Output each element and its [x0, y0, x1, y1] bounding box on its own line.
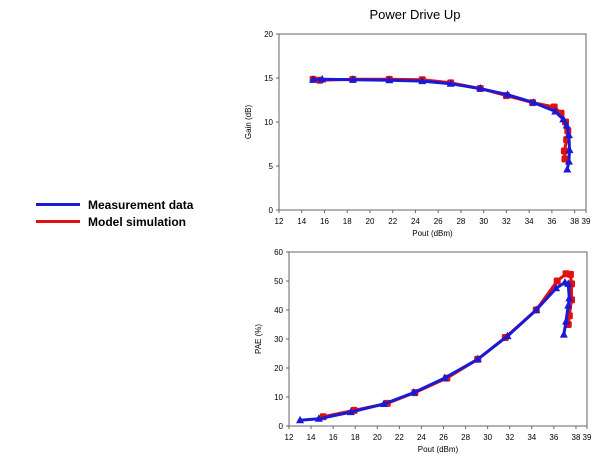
pae-data-point-measurement — [440, 373, 449, 382]
pae-y-tick-label: 0 — [279, 422, 284, 431]
pae-y-tick-label: 10 — [274, 393, 283, 402]
gain-x-tick-label: 34 — [525, 217, 534, 226]
legend-swatch-model — [36, 220, 80, 223]
pae-data-point-measurement — [565, 293, 574, 302]
gain-data-point-measurement — [562, 121, 571, 129]
pae-data-point-measurement — [409, 388, 418, 396]
pae-data-point-measurement — [314, 414, 323, 422]
legend-label-model: Model simulation — [88, 214, 187, 229]
pae-x-tick-label: 20 — [373, 433, 382, 442]
legend-label-measurement: Measurement data — [88, 197, 194, 212]
pae-x-tick-label: 24 — [417, 433, 426, 442]
gain-x-tick-label: 28 — [456, 217, 465, 226]
gain-data-point-measurement — [446, 79, 455, 87]
pae-data-point-measurement — [473, 354, 482, 363]
pae-x-tick-label: 30 — [483, 433, 492, 442]
gain-y-tick-label: 5 — [269, 162, 274, 171]
pae-series-line-model — [321, 272, 573, 419]
gain-series-line-measurement — [311, 77, 571, 171]
gain-data-point-model — [561, 155, 569, 163]
pae-data-point-measurement — [503, 331, 512, 340]
pae-chart-panel: 0 10 20 30 40 50 60 12 14 16 18 20 22 24 26 28 30 32 34 36 3… — [254, 248, 592, 454]
gain-data-point-measurement — [563, 165, 572, 173]
gain-x-tick-label: 39 — [582, 217, 591, 226]
gain-data-point-measurement — [564, 130, 573, 139]
pae-series-line-measurement — [298, 281, 571, 422]
gain-data-point-measurement — [565, 145, 574, 154]
gain-x-tick-label: 38 — [570, 217, 579, 226]
gain-y-tick-label: 0 — [269, 206, 274, 215]
pae-y-tick-label: 60 — [274, 248, 283, 257]
gain-chart-panel: 0 5 10 15 20 12 14 16 18 20 22 24 26 28 30 32 34 36 38 39 Po… — [244, 30, 591, 238]
pae-data-point-measurement — [346, 407, 355, 416]
gain-x-tick-label: 16 — [320, 217, 329, 226]
gain-x-tick-label: 24 — [411, 217, 420, 226]
gain-data-point-measurement — [559, 114, 568, 123]
gain-y-axis-label: Gain (dB) — [244, 105, 253, 140]
gain-x-tick-label: 36 — [547, 217, 556, 226]
gain-data-point-measurement — [348, 75, 357, 83]
gain-x-tick-label: 12 — [275, 217, 284, 226]
pae-data-point-measurement — [559, 330, 568, 338]
gain-x-tick-label: 32 — [502, 217, 511, 226]
pae-y-tick-label: 20 — [274, 364, 283, 373]
pae-x-tick-label: 36 — [549, 433, 558, 442]
pae-data-point-measurement — [564, 301, 573, 309]
gain-data-point-measurement — [564, 157, 573, 165]
gain-x-tick-label: 30 — [479, 217, 488, 226]
gain-x-tick-label: 22 — [388, 217, 397, 226]
pae-x-tick-label: 22 — [395, 433, 404, 442]
pae-y-tick-label: 40 — [274, 306, 283, 315]
pae-data-point-measurement — [552, 283, 561, 292]
pae-x-tick-label: 16 — [329, 433, 338, 442]
gain-data-point-measurement — [551, 106, 560, 115]
gain-x-tick-label: 18 — [343, 217, 352, 226]
pae-y-axis-label: PAE (%) — [254, 324, 263, 354]
pae-data-point-measurement — [562, 317, 571, 325]
chart-title: Power Drive Up — [369, 7, 460, 22]
pae-x-tick-label: 26 — [439, 433, 448, 442]
legend-swatch-measurement — [36, 203, 80, 206]
gain-x-tick-label: 14 — [297, 217, 306, 226]
gain-data-point-measurement — [529, 98, 538, 106]
pae-x-tick-label: 18 — [351, 433, 360, 442]
pae-y-tick-label: 30 — [274, 335, 283, 344]
pae-x-tick-label: 14 — [307, 433, 316, 442]
pae-x-tick-label: 39 — [583, 433, 592, 442]
pae-data-point-measurement — [532, 305, 541, 313]
gain-data-point-measurement — [418, 76, 427, 85]
gain-series-line-model — [311, 77, 570, 161]
gain-x-tick-label: 26 — [434, 217, 443, 226]
pae-data-point-measurement — [564, 279, 573, 287]
pae-x-tick-label: 28 — [461, 433, 470, 442]
pae-x-axis-label: Pout (dBm) — [418, 445, 459, 454]
legend-item-model: Model simulation — [36, 213, 193, 230]
gain-x-tick-label: 20 — [366, 217, 375, 226]
gain-data-point-measurement — [503, 90, 512, 98]
legend-item-measurement: Measurement data — [36, 196, 193, 213]
gain-data-point-measurement — [385, 75, 394, 84]
pae-x-tick-label: 34 — [527, 433, 536, 442]
pae-x-tick-label: 38 — [572, 433, 581, 442]
pae-x-tick-label: 32 — [505, 433, 514, 442]
gain-data-point-measurement — [318, 74, 327, 83]
gain-y-tick-label: 10 — [264, 118, 273, 127]
gain-data-point-measurement — [476, 84, 485, 92]
pae-y-tick-label: 50 — [274, 277, 283, 286]
legend: Measurement data Model simulation — [36, 196, 193, 230]
pae-data-point-measurement — [379, 399, 388, 407]
pae-data-point-model — [553, 277, 561, 285]
gain-plot-frame — [278, 33, 587, 211]
pae-plot-frame — [288, 251, 588, 427]
pae-data-point-model — [566, 270, 574, 278]
pae-data-point-measurement — [296, 415, 305, 424]
gain-y-tick-label: 20 — [264, 30, 273, 39]
gain-data-point-measurement — [309, 75, 318, 83]
gain-x-axis-label: Pout (dBm) — [412, 229, 453, 238]
pae-x-tick-label: 12 — [285, 433, 294, 442]
gain-y-tick-label: 15 — [264, 74, 273, 83]
